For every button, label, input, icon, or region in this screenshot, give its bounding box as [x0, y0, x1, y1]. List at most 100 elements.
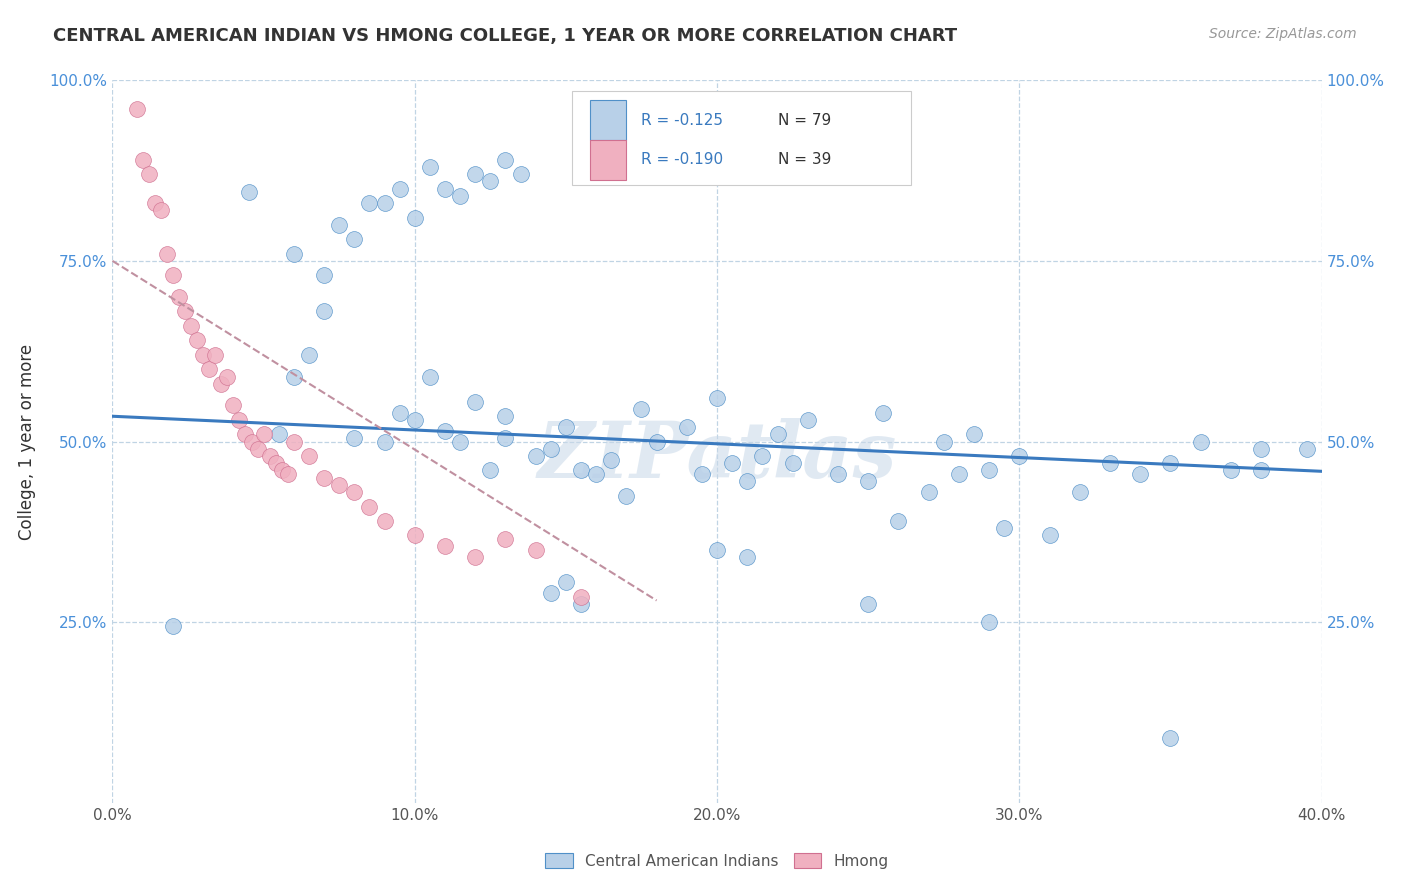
FancyBboxPatch shape [591, 140, 627, 179]
Point [298, 348, 321, 362]
Point [264, 456, 287, 470]
Point [1250, 442, 1272, 456]
Point [509, 167, 531, 181]
Text: Source: ZipAtlas.com: Source: ZipAtlas.com [1209, 27, 1357, 41]
Point [932, 434, 955, 449]
Point [270, 463, 292, 477]
Point [328, 478, 350, 492]
Point [1008, 449, 1031, 463]
Point [259, 449, 281, 463]
Point [433, 424, 456, 438]
Point [479, 174, 502, 188]
Point [706, 542, 728, 557]
Point [277, 467, 299, 481]
Point [314, 470, 336, 484]
Point [404, 413, 426, 427]
Point [162, 268, 184, 283]
Point [162, 619, 184, 633]
Point [569, 463, 592, 477]
Point [404, 528, 426, 542]
Point [238, 186, 260, 200]
Point [616, 489, 638, 503]
Legend: Central American Indians, Hmong: Central American Indians, Hmong [540, 847, 894, 875]
Point [540, 586, 562, 600]
Point [343, 232, 366, 246]
Point [1250, 463, 1272, 477]
Point [191, 348, 214, 362]
Point [948, 467, 970, 481]
Point [675, 420, 697, 434]
Point [690, 467, 713, 481]
Point [1159, 456, 1181, 470]
Point [887, 514, 910, 528]
Point [388, 182, 411, 196]
Point [1038, 528, 1062, 542]
Text: R = -0.190: R = -0.190 [641, 153, 723, 168]
Point [495, 409, 517, 424]
FancyBboxPatch shape [572, 91, 911, 185]
Point [1098, 456, 1121, 470]
Point [1069, 485, 1091, 500]
Point [298, 449, 321, 463]
Y-axis label: College, 1 year or more: College, 1 year or more [18, 343, 35, 540]
Point [138, 167, 160, 181]
Point [569, 597, 592, 611]
Point [827, 467, 849, 481]
Point [359, 500, 381, 514]
Point [388, 406, 411, 420]
Point [198, 362, 221, 376]
Point [751, 449, 773, 463]
Point [721, 456, 744, 470]
Point [433, 539, 456, 553]
Point [167, 290, 190, 304]
Point [737, 475, 759, 489]
Point [246, 442, 269, 456]
Point [977, 463, 1000, 477]
Point [253, 427, 276, 442]
Text: R = -0.125: R = -0.125 [641, 112, 723, 128]
Point [186, 334, 208, 348]
Point [495, 532, 517, 546]
Point [495, 153, 517, 167]
Point [228, 413, 250, 427]
Point [766, 427, 789, 442]
Point [174, 304, 197, 318]
Text: CENTRAL AMERICAN INDIAN VS HMONG COLLEGE, 1 YEAR OR MORE CORRELATION CHART: CENTRAL AMERICAN INDIAN VS HMONG COLLEGE… [53, 27, 957, 45]
Point [524, 542, 547, 557]
Point [495, 431, 517, 445]
Point [464, 167, 486, 181]
Point [283, 369, 305, 384]
Point [993, 521, 1015, 535]
Point [449, 189, 471, 203]
Point [235, 427, 257, 442]
Point [600, 452, 623, 467]
Text: ZIPatlas: ZIPatlas [537, 417, 897, 494]
Point [217, 369, 239, 384]
Text: N = 79: N = 79 [778, 112, 831, 128]
Point [283, 434, 305, 449]
Point [706, 391, 728, 405]
Point [1189, 434, 1212, 449]
Point [125, 102, 148, 116]
Point [343, 431, 366, 445]
Point [314, 268, 336, 283]
Point [283, 246, 305, 260]
Point [856, 597, 880, 611]
Point [1220, 463, 1243, 477]
Point [479, 463, 502, 477]
Point [433, 182, 456, 196]
FancyBboxPatch shape [591, 100, 627, 140]
Text: N = 39: N = 39 [778, 153, 831, 168]
Point [554, 575, 576, 590]
Point [267, 427, 290, 442]
Point [645, 434, 668, 449]
Point [404, 211, 426, 225]
Point [240, 434, 263, 449]
Point [464, 394, 486, 409]
Point [343, 485, 366, 500]
Point [1129, 467, 1152, 481]
Point [963, 427, 986, 442]
Point [359, 196, 381, 211]
Point [449, 434, 471, 449]
Point [374, 434, 396, 449]
